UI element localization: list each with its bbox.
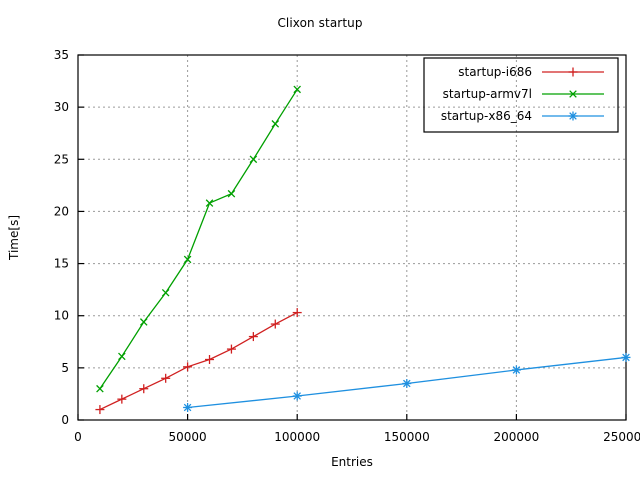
data-point-marker	[270, 319, 280, 329]
data-point-marker	[117, 394, 127, 404]
page-title: Clixon startup	[277, 16, 363, 30]
legend-label-0: startup-i686	[458, 65, 532, 79]
plot-border	[77, 54, 627, 421]
series-line-1	[99, 89, 298, 390]
x-tick-label: 100000	[274, 430, 320, 444]
data-point-marker	[249, 155, 258, 164]
legend-label-1: startup-armv7l	[443, 87, 532, 101]
legend-marker-2	[568, 111, 578, 121]
legend-marker-0	[568, 67, 578, 77]
x-tick-label: 0	[74, 430, 82, 444]
data-point-marker	[183, 255, 192, 264]
data-point-marker	[118, 352, 126, 361]
data-point-marker	[183, 402, 193, 412]
legend-box	[423, 57, 619, 133]
y-tick-label: 15	[54, 257, 69, 271]
data-point-marker	[292, 391, 302, 401]
data-point-marker	[292, 308, 302, 318]
y-tick-label: 10	[54, 309, 69, 323]
legend-label-2: startup-x86_64	[441, 109, 532, 123]
x-tick-label: 150000	[384, 430, 430, 444]
y-tick-label: 30	[54, 100, 69, 114]
y-tick-label: 20	[54, 204, 69, 218]
data-point-marker	[183, 362, 193, 372]
data-point-marker	[161, 373, 171, 383]
data-point-marker	[161, 288, 170, 297]
data-point-marker	[95, 405, 105, 415]
series-line-0	[99, 312, 298, 411]
data-point-marker	[293, 85, 301, 94]
data-point-marker	[621, 352, 631, 362]
y-tick-label: 25	[54, 152, 69, 166]
x-tick-label: 50000	[169, 430, 207, 444]
data-point-marker	[205, 199, 214, 207]
data-point-marker	[96, 384, 104, 393]
data-point-marker	[226, 344, 236, 354]
y-tick-label: 35	[54, 48, 69, 62]
data-point-marker	[271, 120, 280, 128]
y-tick-label: 5	[61, 361, 69, 375]
data-point-marker	[511, 365, 521, 375]
data-point-marker	[402, 379, 412, 388]
data-point-marker	[248, 332, 258, 342]
data-point-marker	[227, 189, 236, 198]
x-tick-label: 250000	[603, 430, 640, 444]
x-axis-title: Entries	[331, 455, 373, 469]
data-point-marker	[205, 355, 215, 365]
y-tick-label: 0	[61, 413, 69, 427]
legend-marker-1	[569, 90, 577, 98]
x-tick-label: 200000	[493, 430, 539, 444]
data-point-marker	[139, 318, 148, 326]
data-point-marker	[139, 384, 149, 394]
y-axis-title: Time[s]	[7, 215, 21, 261]
